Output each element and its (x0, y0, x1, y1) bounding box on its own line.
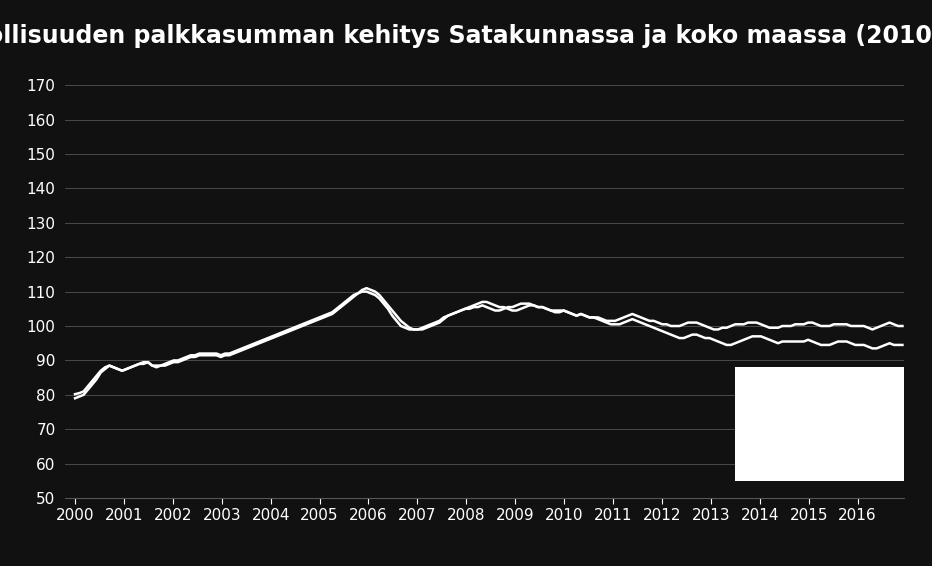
Bar (735, 367, 904, 481)
Title: Teollisuuden palkkasumman kehitys Satakunnassa ja koko maassa (2010=100): Teollisuuden palkkasumman kehitys Sataku… (0, 24, 932, 48)
